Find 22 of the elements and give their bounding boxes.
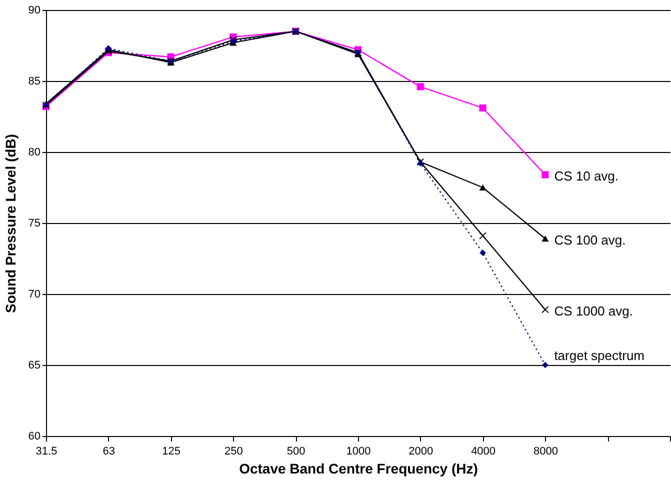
x-tick-label: 63	[102, 446, 116, 458]
series-label: target spectrum	[554, 348, 645, 363]
x-tick-label: 2000	[408, 446, 434, 458]
series-label: CS 10 avg.	[554, 168, 619, 184]
y-tick-label: 85	[28, 76, 40, 88]
y-tick-label: 70	[28, 288, 40, 300]
series-label: CS 1000 avg.	[554, 304, 633, 319]
x-tick-label: 8000	[533, 446, 558, 458]
y-tick-label: 80	[28, 146, 40, 158]
x-tick-label: 4000	[471, 446, 496, 458]
x-tick-label: 31.5	[36, 446, 58, 458]
series-label: CS 100 avg.	[554, 232, 626, 248]
x-tick-label: 500	[286, 446, 306, 458]
y-tick-label: 60	[28, 430, 40, 442]
x-tick-label: 250	[224, 446, 243, 458]
x-tick-label: 125	[162, 446, 180, 458]
y-tick-label: 75	[28, 218, 40, 230]
x-tick-label: 1000	[346, 446, 371, 458]
y-tick-label: 65	[28, 360, 40, 372]
y-tick-label: 90	[28, 4, 40, 16]
y-axis-title: Sound Pressure Level (dB)	[2, 134, 18, 313]
x-axis-title: Octave Band Centre Frequency (Hz)	[239, 460, 478, 476]
